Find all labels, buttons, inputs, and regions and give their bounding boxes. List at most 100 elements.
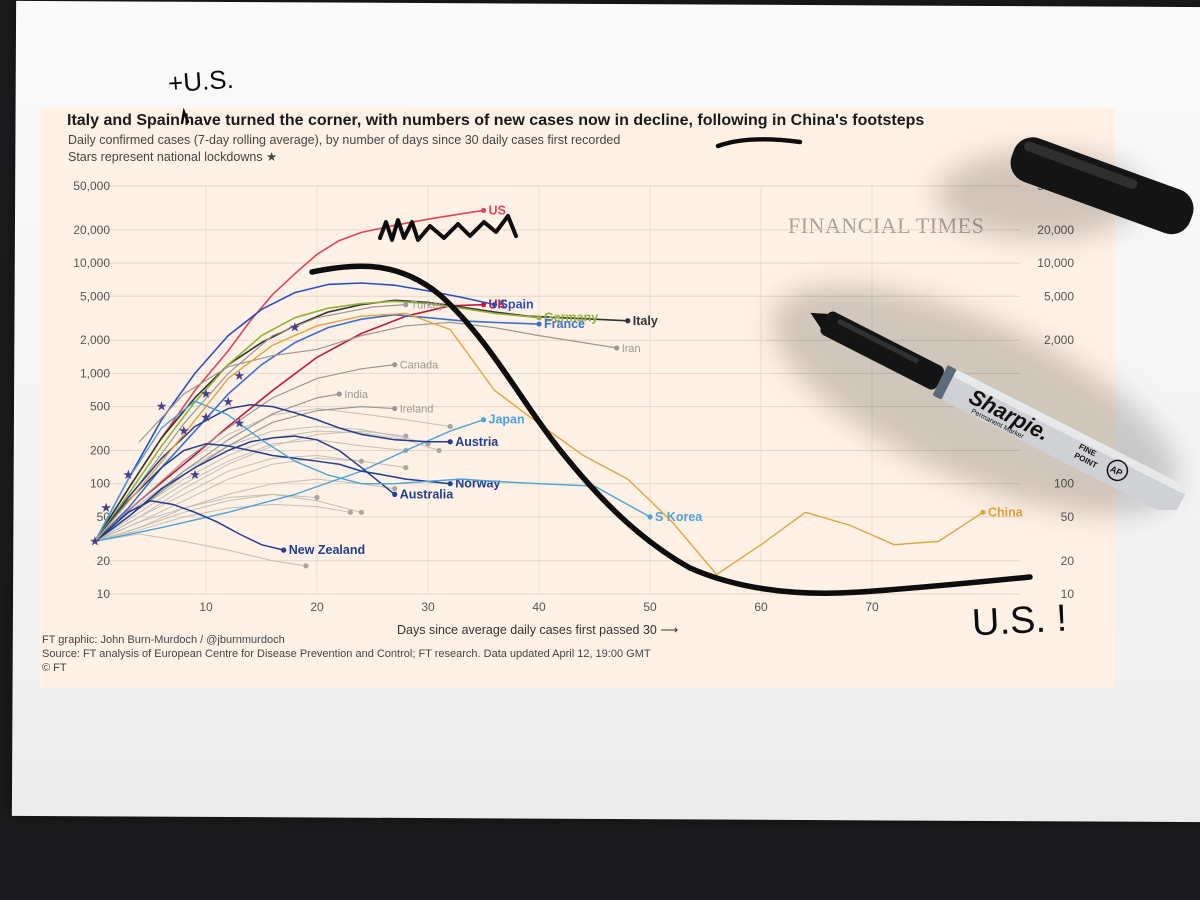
lockdown-star-icon: ★ xyxy=(89,533,101,548)
y-tick-label: 1,000 xyxy=(80,366,110,380)
series-label-australia: Australia xyxy=(400,487,455,501)
series-end-dot-china xyxy=(980,509,986,515)
series-label-us: US xyxy=(489,203,506,217)
series-end-dot-turkey xyxy=(403,302,409,308)
lockdown-star-icon: ★ xyxy=(233,368,245,383)
series-line-austria xyxy=(94,403,451,543)
series-label-s-korea: S Korea xyxy=(655,510,703,524)
series-end-dot xyxy=(403,464,409,471)
series-end-dot-ireland xyxy=(392,405,398,412)
footer-credit: FT graphic: John Burn-Murdoch / @jburnmu… xyxy=(42,634,285,646)
y-tick-label-right: 2,000 xyxy=(1044,333,1074,347)
series-end-dot-india xyxy=(336,391,342,397)
series-line-spain xyxy=(94,282,496,543)
series-line-uk xyxy=(94,303,485,543)
series-end-dot-germany xyxy=(536,315,542,321)
lockdown-star-icon: ★ xyxy=(289,320,301,335)
series-end-dot xyxy=(347,509,353,515)
y-tick-label-right: 10,000 xyxy=(1037,256,1074,270)
series-label-ireland: Ireland xyxy=(400,404,434,416)
series-line-other xyxy=(94,493,362,542)
series-end-dot xyxy=(436,447,442,454)
series-end-dot xyxy=(358,458,364,464)
y-tick-label: 2,000 xyxy=(80,333,110,347)
series-label-austria: Austria xyxy=(455,435,499,449)
lockdown-note: Stars represent national lockdowns ★ xyxy=(68,150,278,164)
series-label-turkey: Turkey xyxy=(411,300,445,312)
x-tick-label: 40 xyxy=(532,600,546,614)
ft-logo: FINANCIAL TIMES xyxy=(788,213,985,238)
x-tick-label: 60 xyxy=(754,600,768,614)
lockdown-star-icon: ★ xyxy=(122,467,134,482)
series-label-italy: Italy xyxy=(633,314,658,328)
lockdown-star-icon: ★ xyxy=(222,394,234,409)
series-end-dot-france xyxy=(536,321,542,327)
series-end-dot-japan xyxy=(480,417,487,423)
series-line-other xyxy=(94,478,396,542)
series-end-dot-s-korea xyxy=(647,514,653,520)
series-label-germany: Germany xyxy=(544,311,598,325)
ink-scribble-us xyxy=(378,214,518,242)
series-label-france: France xyxy=(544,317,585,331)
x-tick-label: 10 xyxy=(199,600,213,614)
series-end-dot-new-zealand xyxy=(281,547,287,553)
series-line-other xyxy=(94,493,318,542)
series-end-dot-australia xyxy=(392,491,398,497)
y-tick-label-right: 10 xyxy=(1061,587,1075,601)
footer-copyright: © FT xyxy=(42,662,67,674)
y-tick-label: 10 xyxy=(97,587,111,601)
x-tick-label: 20 xyxy=(310,600,324,614)
series-line-new-zealand xyxy=(94,500,285,551)
chart-subtitle: Daily confirmed cases (7-day rolling ave… xyxy=(68,133,621,147)
y-tick-label: 200 xyxy=(90,443,110,457)
series-end-dot-us xyxy=(480,207,487,214)
series-end-dot-norway xyxy=(447,481,453,487)
marker-cap-icon xyxy=(1010,137,1194,235)
series-end-dot xyxy=(303,563,309,569)
series-line-iran xyxy=(138,321,618,443)
series-end-dot-italy xyxy=(625,318,631,324)
series-label-new-zealand: New Zealand xyxy=(289,543,365,557)
ink-projected-us-curve xyxy=(309,263,1033,596)
series-end-dot xyxy=(392,486,398,492)
x-axis-title: Days since average daily cases first pas… xyxy=(397,623,679,637)
series-line-japan xyxy=(94,419,485,543)
series-line-other xyxy=(94,439,407,542)
series-line-other xyxy=(94,426,429,542)
series-line-norway xyxy=(94,443,451,543)
lockdown-star-icon: ★ xyxy=(156,399,168,414)
lockdown-star-icon: ★ xyxy=(200,386,212,401)
series-end-dot xyxy=(447,423,453,430)
series-line-other xyxy=(94,533,307,567)
y-tick-label-right: 5,000 xyxy=(1044,289,1074,303)
ink-strikethrough xyxy=(715,137,803,149)
y-tick-label: 20,000 xyxy=(73,223,110,237)
series-end-dot-canada xyxy=(392,362,398,368)
series-label-norway: Norway xyxy=(455,477,500,491)
series-label-uk: UK xyxy=(489,298,507,312)
series-label-spain: Spain xyxy=(500,298,534,312)
lockdown-star-icon: ★ xyxy=(233,416,245,431)
lockdown-star-icon: ★ xyxy=(178,423,190,438)
handwritten-us-label: U.S. ! xyxy=(970,597,1069,645)
series-label-iran: Iran xyxy=(622,343,641,355)
lockdown-star-icon: ★ xyxy=(100,500,112,515)
series-end-dot-austria xyxy=(447,439,453,445)
lockdown-star-icon: ★ xyxy=(200,409,212,424)
y-tick-label: 500 xyxy=(90,400,110,414)
y-tick-label: 50,000 xyxy=(73,179,110,193)
series-end-dot-spain xyxy=(492,302,498,308)
series-line-s-korea xyxy=(94,400,651,543)
ap-seal-icon xyxy=(1106,459,1129,482)
x-tick-label: 30 xyxy=(421,600,435,614)
series-line-france xyxy=(94,313,540,543)
series-end-dot xyxy=(358,509,364,515)
series-label-japan: Japan xyxy=(489,413,525,427)
footer-source: Source: FT analysis of European Centre f… xyxy=(42,648,651,660)
series-label-india: India xyxy=(344,389,369,401)
y-tick-label: 5,000 xyxy=(80,289,110,303)
y-tick-label: 100 xyxy=(90,477,110,491)
series-label-canada: Canada xyxy=(400,360,439,372)
series-end-dot-iran xyxy=(614,345,620,351)
